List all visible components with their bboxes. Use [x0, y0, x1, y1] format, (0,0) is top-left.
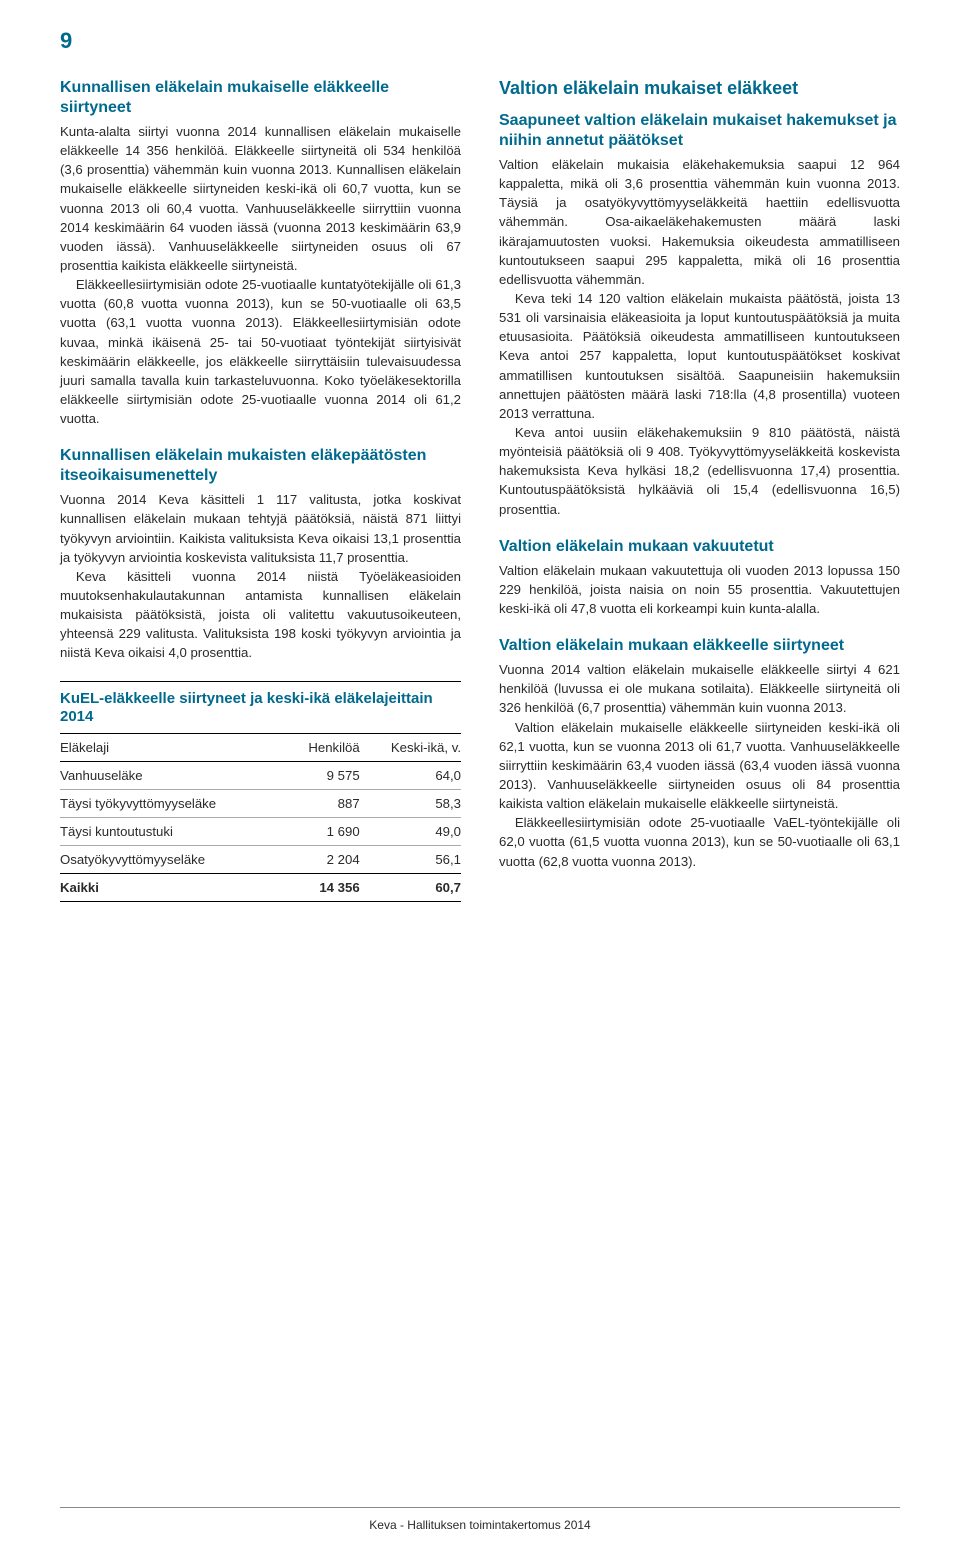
table-row: Täysi työkyvyttömyyseläke 887 58,3	[60, 790, 461, 818]
table-col-1: Henkilöä	[286, 734, 360, 762]
table-row: Vanhuuseläke 9 575 64,0	[60, 762, 461, 790]
footer-rule	[60, 1507, 900, 1508]
left-heading-1: Kunnallisen eläkelain mukaiselle eläkkee…	[60, 78, 461, 118]
left-p4: Keva käsitteli vuonna 2014 niistä Työelä…	[60, 567, 461, 663]
two-column-layout: Kunnallisen eläkelain mukaiselle eläkkee…	[60, 78, 900, 902]
table-header-row: Eläkelaji Henkilöä Keski-ikä, v.	[60, 734, 461, 762]
table-cell: Osatyökyvyttömyyseläke	[60, 846, 286, 874]
left-p3: Vuonna 2014 Keva käsitteli 1 117 valitus…	[60, 490, 461, 567]
right-p6: Valtion eläkelain mukaiselle eläkkeelle …	[499, 718, 900, 814]
table-cell: 56,1	[360, 846, 461, 874]
table-cell: Täysi kuntoutustuki	[60, 818, 286, 846]
right-p4: Valtion eläkelain mukaan vakuutettuja ol…	[499, 561, 900, 618]
footer-text: Keva - Hallituksen toimintakertomus 2014	[0, 1518, 960, 1532]
right-p1: Valtion eläkelain mukaisia eläkehakemuks…	[499, 155, 900, 289]
table-block: KuEL-eläkkeelle siirtyneet ja keski-ikä …	[60, 681, 461, 903]
table-cell: Vanhuuseläke	[60, 762, 286, 790]
right-p2: Keva teki 14 120 valtion eläkelain mukai…	[499, 289, 900, 423]
table-col-0: Eläkelaji	[60, 734, 286, 762]
table-cell: 60,7	[360, 874, 461, 902]
table-col-2: Keski-ikä, v.	[360, 734, 461, 762]
table-cell: 887	[286, 790, 360, 818]
right-heading-1: Saapuneet valtion eläkelain mukaiset hak…	[499, 111, 900, 151]
table-cell: 9 575	[286, 762, 360, 790]
data-table: Eläkelaji Henkilöä Keski-ikä, v. Vanhuus…	[60, 734, 461, 901]
right-heading-2: Valtion eläkelain mukaan vakuutetut	[499, 537, 900, 557]
table-cell: Täysi työkyvyttömyyseläke	[60, 790, 286, 818]
left-p2: Eläkkeellesiirtymisiän odote 25-vuotiaal…	[60, 275, 461, 428]
right-p7: Eläkkeellesiirtymisiän odote 25-vuotiaal…	[499, 813, 900, 870]
right-column: Valtion eläkelain mukaiset eläkkeet Saap…	[499, 78, 900, 902]
table-cell: 49,0	[360, 818, 461, 846]
right-p3: Keva antoi uusiin eläkehakemuksiin 9 810…	[499, 423, 900, 519]
page-number: 9	[60, 28, 72, 54]
right-p5: Vuonna 2014 valtion eläkelain mukaiselle…	[499, 660, 900, 717]
table-row: Täysi kuntoutustuki 1 690 49,0	[60, 818, 461, 846]
left-column: Kunnallisen eläkelain mukaiselle eläkkee…	[60, 78, 461, 902]
table-title: KuEL-eläkkeelle siirtyneet ja keski-ikä …	[60, 682, 461, 735]
table-cell: 2 204	[286, 846, 360, 874]
table-cell: 64,0	[360, 762, 461, 790]
right-main-heading: Valtion eläkelain mukaiset eläkkeet	[499, 78, 900, 99]
table-cell: 14 356	[286, 874, 360, 902]
table-cell: 1 690	[286, 818, 360, 846]
left-heading-2: Kunnallisen eläkelain mukaisten eläkepää…	[60, 446, 461, 486]
table-total-row: Kaikki 14 356 60,7	[60, 874, 461, 902]
table-row: Osatyökyvyttömyyseläke 2 204 56,1	[60, 846, 461, 874]
left-p1: Kunta-alalta siirtyi vuonna 2014 kunnall…	[60, 122, 461, 275]
table-cell: 58,3	[360, 790, 461, 818]
right-heading-3: Valtion eläkelain mukaan eläkkeelle siir…	[499, 636, 900, 656]
table-cell: Kaikki	[60, 874, 286, 902]
